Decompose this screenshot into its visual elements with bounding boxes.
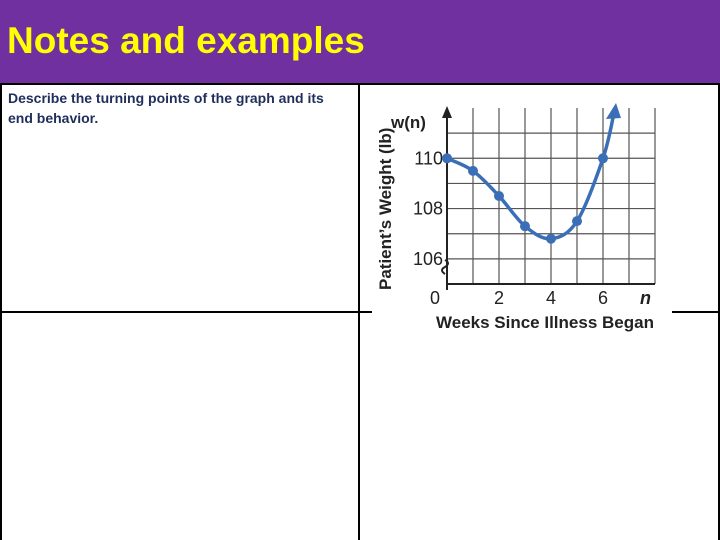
- curve-end-arrow-icon: [606, 103, 621, 120]
- function-label: w(n): [390, 113, 426, 132]
- y-tick-label: 106: [413, 249, 443, 269]
- data-point: [468, 165, 478, 176]
- x-tick-label: 0: [430, 288, 440, 308]
- y-tick-label: 108: [413, 199, 443, 219]
- chart-grid: [446, 108, 656, 284]
- weight-chart: 0 2 4 6 106 108 110 w(n) Patient’s Weight (lb)…: [372, 98, 672, 342]
- data-point: [520, 221, 530, 232]
- data-point: [598, 153, 608, 164]
- data-point: [572, 216, 582, 227]
- x-axis-label: Weeks Since Illness Began: [436, 313, 654, 332]
- table-middle-border: [0, 311, 720, 313]
- weight-curve: [446, 112, 616, 241]
- question-prompt: Describe the turning points of the graph…: [8, 90, 324, 126]
- axis-break-icon: [441, 259, 449, 275]
- x-tick-label: 2: [494, 288, 504, 308]
- data-point: [546, 233, 556, 244]
- data-points: [442, 153, 608, 244]
- table-left-border: [0, 83, 2, 540]
- x-tick-label: 4: [546, 288, 556, 308]
- slide-title: Notes and examples: [7, 20, 365, 61]
- tick-labels: 0 2 4 6 106 108 110: [413, 148, 608, 308]
- data-point: [494, 191, 504, 201]
- y-tick-label: 110: [414, 148, 443, 168]
- title-bar: Notes and examples: [0, 0, 720, 83]
- table-right-border: [718, 83, 720, 540]
- table-column-divider: [358, 83, 360, 540]
- x-axis-variable: n: [640, 288, 651, 308]
- y-axis-arrowhead: [442, 106, 452, 118]
- y-axis-label: Patient’s Weight (lb): [376, 128, 395, 290]
- table-top-border: [0, 83, 720, 85]
- x-tick-label: 6: [598, 288, 608, 308]
- chart-svg: 0 2 4 6 106 108 110 w(n) Patient’s Weight (lb)…: [376, 103, 656, 332]
- data-point: [442, 153, 452, 164]
